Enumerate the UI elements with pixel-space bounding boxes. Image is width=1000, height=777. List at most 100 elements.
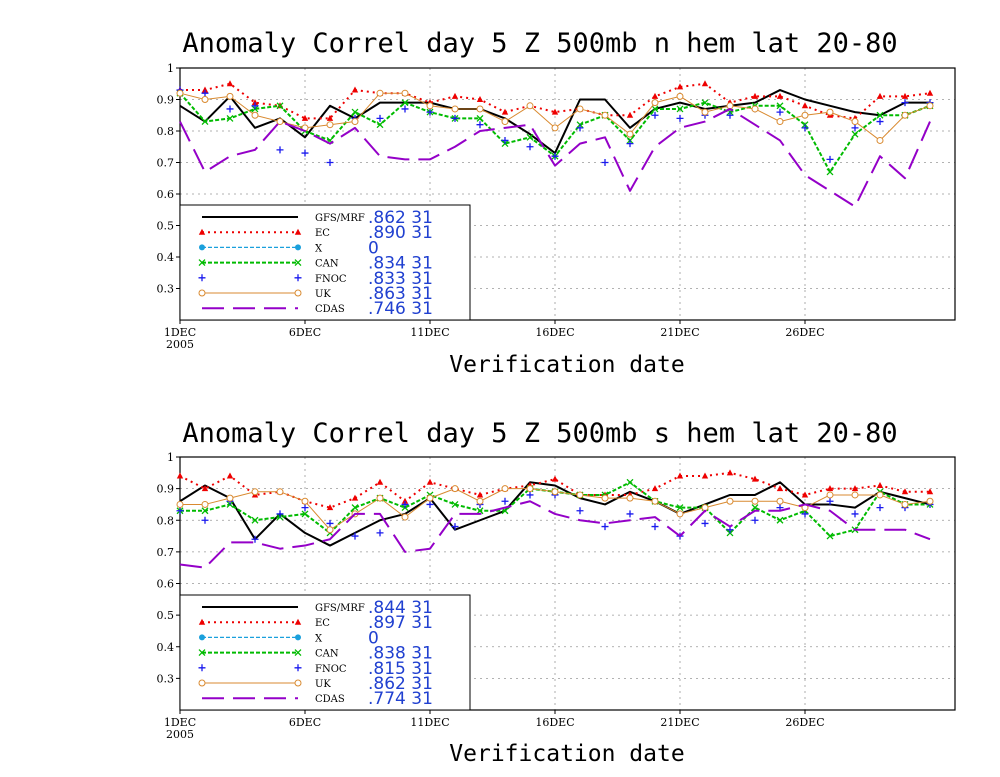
data-point [701,472,709,479]
data-point [201,516,209,524]
data-point [651,111,659,119]
data-point [901,488,909,495]
data-point [526,491,534,499]
legend-marker [294,289,302,297]
legend-score: .863 31 [368,284,433,304]
data-point [876,504,884,512]
data-point [776,92,784,99]
data-point [376,89,384,97]
legend-marker [198,618,206,625]
data-point [801,510,809,518]
legend-label: FNOC [315,664,347,675]
data-point [201,118,209,126]
y-tick-label: 1 [167,451,174,464]
data-point [226,80,234,87]
data-point [576,491,584,499]
data-point [751,516,759,524]
data-point [226,114,234,122]
legend-marker [295,244,301,251]
x-tick-label: 21DEC [660,326,699,339]
data-point [276,102,284,110]
data-point [676,92,684,100]
legend-marker [198,289,206,297]
data-point [776,497,784,505]
y-tick-label: 0.6 [157,578,175,591]
data-point [751,92,759,99]
data-point [776,102,784,110]
legend-label: CDAS [315,694,345,705]
data-point [626,140,634,148]
data-point [326,121,334,129]
y-tick-label: 0.6 [157,188,175,201]
data-point [351,504,359,512]
data-point [501,485,509,493]
data-point [876,491,884,499]
data-point [751,475,759,482]
data-point [251,488,259,496]
data-point [526,485,534,493]
data-point [926,488,934,495]
data-point [826,485,834,492]
data-point [226,105,234,113]
legend-label: UK [315,289,331,300]
data-point [326,526,334,534]
data-point [551,475,559,482]
data-point [176,89,184,97]
data-point [176,472,184,479]
data-point [851,510,859,518]
data-point [326,114,334,121]
data-point [676,472,684,479]
data-point [451,485,459,493]
data-point [901,99,909,107]
data-point [351,118,359,126]
data-point [301,504,309,512]
data-point [651,92,659,99]
data-point [426,478,434,485]
data-point [426,102,434,110]
data-point [726,497,734,505]
chart-panel-1: Anomaly Correl day 5 Z 500mb n hem lat 2… [157,28,956,378]
data-point [251,535,259,543]
data-point [801,102,809,109]
legend-marker [199,634,205,641]
data-point [651,523,659,531]
data-point [676,105,684,113]
legend-score: .833 31 [368,269,433,289]
legend-score: .844 31 [368,598,433,618]
legend-score: 0 [368,628,379,648]
data-point [601,494,609,502]
data-point [601,111,609,119]
legend-marker [294,274,302,282]
legend-marker [198,649,206,657]
data-point [376,114,384,122]
data-point [876,118,884,126]
data-point [351,108,359,116]
legend-marker [294,259,302,267]
data-point [626,478,634,486]
data-point [551,152,559,160]
data-point [326,159,334,166]
data-point [551,108,559,115]
legend: GFS/MRF .862 31 EC .890 31 X 0 CAN .834 31 FNOC.… [179,204,471,321]
data-point [501,497,509,505]
y-tick-label: 0.4 [157,251,175,264]
chart-panel-2: Anomaly Correl day 5 Z 500mb s hem lat 2… [157,418,956,767]
data-point [726,469,734,476]
legend-label: CAN [315,649,339,660]
data-point [201,89,209,97]
legend-score: .862 31 [368,208,433,228]
y-tick-label: 1 [167,62,174,75]
data-point [476,121,484,129]
y-tick-label: 0.8 [157,514,175,527]
data-point [576,105,584,113]
legend-score: .746 31 [368,299,433,319]
data-point [401,513,409,521]
data-point [451,92,459,99]
x-tick-label: 6DEC [289,716,321,729]
chart-title: Anomaly Correl day 5 Z 500mb s hem lat 2… [182,418,897,449]
y-tick-label: 0.5 [157,220,175,233]
legend-marker [199,244,205,251]
data-point [451,500,459,508]
x-axis-label: Verification date [449,741,684,767]
x-tick-label: 6DEC [289,326,321,339]
